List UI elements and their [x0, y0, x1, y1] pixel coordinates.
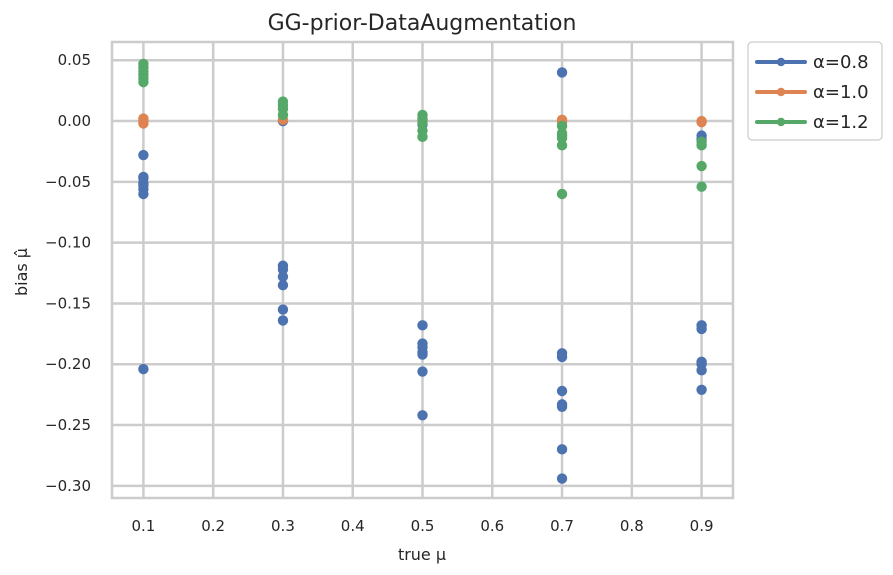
legend-label: α=1.2	[813, 112, 869, 133]
series-points	[138, 58, 707, 200]
data-point	[277, 280, 289, 291]
x-tick-label: 0.6	[480, 517, 504, 535]
data-point	[138, 363, 149, 375]
y-tick-label: −0.25	[45, 416, 91, 434]
data-point	[417, 118, 428, 129]
legend-marker	[776, 117, 786, 127]
y-tick-label: 0.05	[58, 51, 91, 69]
data-point	[138, 76, 149, 88]
data-point	[556, 188, 568, 200]
x-tick-label: 0.3	[271, 517, 295, 535]
y-tick-label: 0.00	[58, 112, 91, 130]
y-axis-ticks: 0.05 0.00 −0.05 −0.10 −0.15 −0.20 −0.25 −0.30	[45, 51, 91, 495]
y-tick-label: −0.30	[45, 477, 91, 495]
data-point	[277, 264, 289, 275]
data-point	[417, 349, 428, 360]
data-point	[138, 118, 149, 129]
data-point	[417, 131, 428, 143]
y-tick-label: −0.20	[45, 355, 91, 373]
data-point	[556, 132, 568, 144]
x-tick-label: 0.1	[131, 517, 155, 535]
x-tick-label: 0.8	[620, 517, 644, 535]
data-point	[277, 271, 289, 282]
chart-title: GG-prior-DataAugmentation	[268, 11, 577, 36]
data-point	[417, 320, 428, 331]
data-point	[556, 140, 568, 151]
data-point	[696, 384, 707, 395]
x-tick-label: 0.2	[201, 517, 225, 535]
data-point	[556, 473, 568, 484]
legend-label: α=0.8	[813, 52, 869, 73]
data-points	[138, 58, 707, 484]
y-tick-label: −0.15	[45, 294, 91, 312]
data-point	[417, 366, 428, 377]
data-point	[696, 160, 707, 172]
data-point	[556, 401, 568, 412]
data-point	[277, 109, 289, 121]
data-point	[556, 385, 568, 397]
data-point	[696, 140, 707, 151]
data-point	[277, 315, 289, 326]
y-tick-label: −0.10	[45, 234, 91, 252]
plot-frame	[110, 40, 735, 500]
grid	[112, 42, 733, 498]
data-point	[138, 149, 149, 161]
x-tick-label: 0.4	[341, 517, 365, 535]
x-axis-ticks: 0.1 0.2 0.3 0.4 0.5 0.6 0.7 0.8 0.9	[131, 517, 713, 535]
data-point	[556, 120, 568, 132]
legend-label: α=1.0	[813, 82, 869, 103]
x-tick-label: 0.5	[411, 517, 435, 535]
x-axis-label: true μ	[398, 545, 446, 564]
x-tick-label: 0.9	[690, 517, 714, 535]
data-point	[696, 117, 707, 128]
data-point	[556, 351, 568, 363]
legend: α=0.8 α=1.0 α=1.2	[747, 41, 883, 141]
legend-marker	[776, 57, 786, 67]
data-point	[696, 181, 707, 192]
data-point	[556, 67, 568, 78]
data-point	[696, 323, 707, 335]
y-tick-label: −0.05	[45, 173, 91, 191]
data-point	[277, 304, 289, 315]
data-point	[696, 365, 707, 376]
data-point	[138, 188, 149, 200]
data-point	[417, 410, 428, 421]
legend-frame	[747, 41, 883, 141]
legend-marker	[776, 87, 786, 97]
data-point	[556, 444, 568, 455]
x-tick-label: 0.7	[550, 517, 574, 535]
y-axis-label: bias μ̂	[12, 248, 31, 296]
